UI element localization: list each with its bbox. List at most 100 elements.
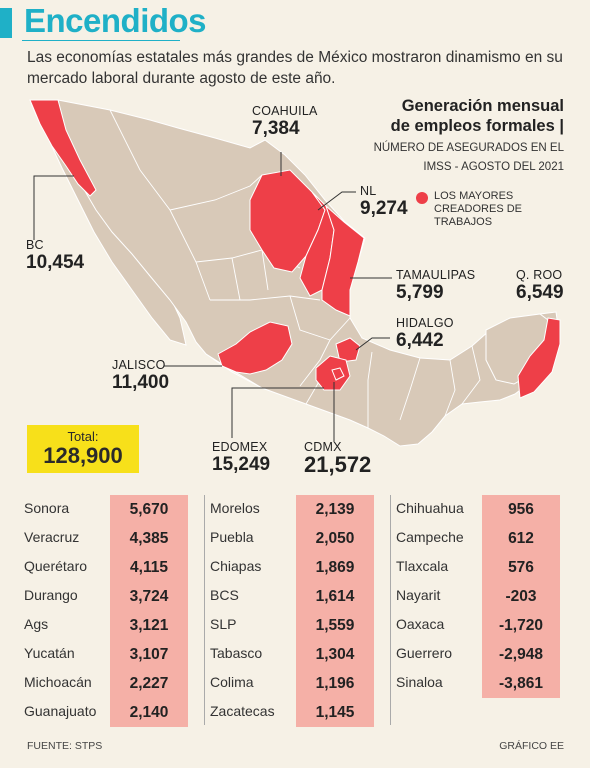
label-cdmx: CDMX 21,572	[304, 440, 371, 476]
table-value: 2,140	[110, 698, 188, 727]
state-qroo	[517, 317, 561, 399]
table-state: Sinaloa	[396, 674, 443, 690]
table-row: Morelos 2,139	[208, 495, 374, 524]
table-state: Puebla	[210, 529, 254, 545]
table-value: -3,861	[482, 669, 560, 698]
table-row: Chihuahua 956	[394, 495, 560, 524]
label-coahuila-name: COAHUILA	[252, 104, 318, 118]
table-value: 3,724	[110, 582, 188, 611]
table-row: Nayarit -203	[394, 582, 560, 611]
table-value: -203	[482, 582, 560, 611]
table-state: Morelos	[210, 500, 260, 516]
label-qroo-value: 6,549	[516, 282, 564, 303]
table-row: Zacatecas 1,145	[208, 698, 374, 727]
table-value: 1,196	[296, 669, 374, 698]
label-hidalgo-name: HIDALGO	[396, 316, 454, 330]
table-state: Chiapas	[210, 558, 262, 574]
title-accent-bar	[0, 8, 12, 38]
legend-subtitle-line1: NÚMERO DE ASEGURADOS EN EL	[373, 142, 564, 154]
state-tamaulipas	[321, 204, 365, 317]
table-row: Tabasco 1,304	[208, 640, 374, 669]
table-value: 4,385	[110, 524, 188, 553]
label-coahuila: COAHUILA 7,384	[252, 104, 318, 140]
label-edomex-name: EDOMEX	[212, 440, 268, 454]
label-edomex-value: 15,249	[212, 454, 271, 475]
table-state: Tabasco	[210, 645, 263, 661]
label-qroo: Q. ROO 6,549	[516, 268, 564, 304]
table-divider-2	[390, 495, 391, 725]
label-coahuila-value: 7,384	[252, 118, 300, 139]
table-state: Zacatecas	[210, 703, 275, 719]
table-value: 612	[482, 524, 560, 553]
table-row: Veracruz 4,385	[22, 524, 188, 553]
legend: Generación mensual de empleos formales |…	[334, 96, 564, 228]
table-row: Chiapas 1,869	[208, 553, 374, 582]
total-label: Total:	[67, 429, 99, 444]
table-row: Yucatán 3,107	[22, 640, 188, 669]
label-bc-value: 10,454	[26, 252, 85, 273]
legend-subtitle-line2: IMSS - AGOSTO DEL 2021	[423, 161, 564, 173]
table-state: Ags	[24, 616, 49, 632]
state-jalisco	[217, 321, 293, 375]
table-row: Michoacán 2,227	[22, 669, 188, 698]
table-row: Guanajuato 2,140	[22, 698, 188, 727]
table-column-3: Chihuahua 956 Campeche 612 Tlaxcala 576 Nay…	[394, 495, 560, 698]
legend-subtitle: NÚMERO DE ASEGURADOS EN EL IMSS - AGOSTO…	[334, 139, 564, 177]
table-row: BCS 1,614	[208, 582, 374, 611]
map-leader-lines	[33, 152, 392, 442]
label-jalisco: JALISCO 11,400	[112, 358, 169, 394]
table-state: Tlaxcala	[396, 558, 449, 574]
table-value: 2,139	[296, 495, 374, 524]
table-state: Querétaro	[24, 558, 88, 574]
table-row: Durango 3,724	[22, 582, 188, 611]
table-column-1: Sonora 5,670 Veracruz 4,385 Querétaro 4,115…	[22, 495, 188, 727]
map-state-borders	[109, 109, 481, 428]
table-value: 956	[482, 495, 560, 524]
table-state: Sonora	[24, 500, 70, 516]
table-state: Yucatán	[24, 645, 75, 661]
state-cdmx	[331, 367, 345, 381]
label-bc-name: BC	[26, 238, 44, 252]
table-state: Campeche	[396, 529, 464, 545]
label-nl-name: NL	[360, 184, 377, 198]
table-value: 1,614	[296, 582, 374, 611]
table-value: -1,720	[482, 611, 560, 640]
table-value: 2,050	[296, 524, 374, 553]
legend-key-label-line1: LOS MAYORES	[434, 190, 514, 202]
label-hidalgo: HIDALGO 6,442	[396, 316, 454, 352]
table-divider-1	[204, 495, 205, 725]
table-value: 3,121	[110, 611, 188, 640]
legend-key: LOS MAYORES CREADORES DE TRABAJOS	[416, 190, 566, 229]
label-jalisco-name: JALISCO	[112, 358, 166, 372]
table-row: SLP 1,559	[208, 611, 374, 640]
table-state: BCS	[210, 587, 239, 603]
label-tamaulipas: TAMAULIPAS 5,799	[396, 268, 475, 304]
table-row: Puebla 2,050	[208, 524, 374, 553]
state-bc	[29, 99, 97, 197]
table-row: Ags 3,121	[22, 611, 188, 640]
table-row: Tlaxcala 576	[394, 553, 560, 582]
table-value: 1,145	[296, 698, 374, 727]
label-qroo-name: Q. ROO	[516, 268, 563, 282]
page-subtitle: Las economías estatales más grandes de M…	[27, 49, 563, 87]
table-row: Colima 1,196	[208, 669, 374, 698]
label-cdmx-name: CDMX	[304, 440, 342, 454]
table-row: Campeche 612	[394, 524, 560, 553]
legend-key-dot	[416, 192, 428, 204]
table-row: Sinaloa -3,861	[394, 669, 560, 698]
table-state: Michoacán	[24, 674, 92, 690]
legend-title-line2: de empleos formales |	[390, 117, 564, 135]
table-state: SLP	[210, 616, 237, 632]
table-row: Sonora 5,670	[22, 495, 188, 524]
credit-note: GRÁFICO EE	[499, 740, 564, 752]
label-tamaulipas-name: TAMAULIPAS	[396, 268, 476, 282]
page-title: Encendidos	[24, 2, 207, 39]
label-tamaulipas-value: 5,799	[396, 282, 444, 303]
table-value: -2,948	[482, 640, 560, 669]
label-cdmx-value: 21,572	[304, 452, 372, 477]
table-value: 3,107	[110, 640, 188, 669]
title-underline	[22, 40, 180, 41]
legend-title-line1: Generación mensual	[401, 97, 564, 115]
table-value: 576	[482, 553, 560, 582]
table-state: Nayarit	[396, 587, 441, 603]
